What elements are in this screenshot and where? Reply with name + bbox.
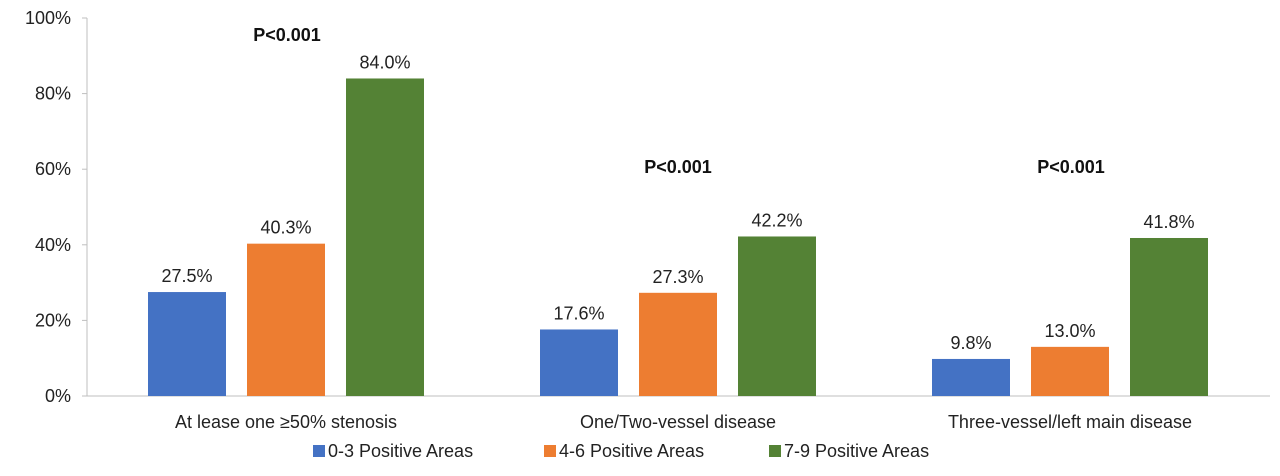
legend-swatch	[313, 445, 325, 457]
legend-swatch	[544, 445, 556, 457]
category-labels: At lease one ≥50% stenosis One/Two-vessel…	[175, 412, 1192, 432]
data-label: 17.6%	[553, 303, 604, 323]
data-label: 40.3%	[260, 218, 311, 238]
data-label: 84.0%	[359, 52, 410, 72]
y-tick-label: 20%	[35, 310, 71, 330]
bar	[148, 292, 226, 396]
p-value-annotation: P<0.001	[253, 25, 321, 45]
bar	[932, 358, 1010, 396]
bar	[639, 292, 717, 396]
legend-label: 0-3 Positive Areas	[328, 441, 473, 461]
category-label: At lease one ≥50% stenosis	[175, 412, 397, 432]
y-tick-label: 80%	[35, 84, 71, 104]
legend-swatch	[769, 445, 781, 457]
data-labels: 27.5% 40.3% 84.0% 17.6% 27.3% 42.2% 9.8% 13.0% 4…	[161, 52, 1194, 352]
y-tick-label: 40%	[35, 235, 71, 255]
data-label: 42.2%	[751, 210, 802, 230]
bar	[738, 236, 816, 396]
bar	[1130, 237, 1208, 396]
bar	[346, 78, 424, 396]
data-label: 9.8%	[950, 333, 991, 353]
category-label: One/Two-vessel disease	[580, 412, 776, 432]
chart-bars	[148, 78, 1208, 396]
y-tick-label: 60%	[35, 159, 71, 179]
p-value-annotation: P<0.001	[644, 157, 712, 177]
category-label: Three-vessel/left main disease	[948, 412, 1192, 432]
bar	[540, 329, 618, 396]
legend-label: 4-6 Positive Areas	[559, 441, 704, 461]
y-tick-label: 100%	[25, 8, 71, 28]
chart-legend: 0-3 Positive Areas 4-6 Positive Areas 7-9 …	[313, 441, 929, 461]
legend-label: 7-9 Positive Areas	[784, 441, 929, 461]
data-label: 13.0%	[1044, 321, 1095, 341]
bar	[247, 243, 325, 396]
p-value-annotation: P<0.001	[1037, 157, 1105, 177]
data-label: 27.3%	[652, 267, 703, 287]
bar	[1031, 346, 1109, 396]
data-label: 41.8%	[1143, 212, 1194, 232]
y-tick-label: 0%	[45, 386, 71, 406]
p-value-annotations: P<0.001 P<0.001 P<0.001	[253, 25, 1105, 177]
y-axis-ticks: 0% 20% 40% 60% 80% 100%	[25, 8, 87, 406]
data-label: 27.5%	[161, 266, 212, 286]
